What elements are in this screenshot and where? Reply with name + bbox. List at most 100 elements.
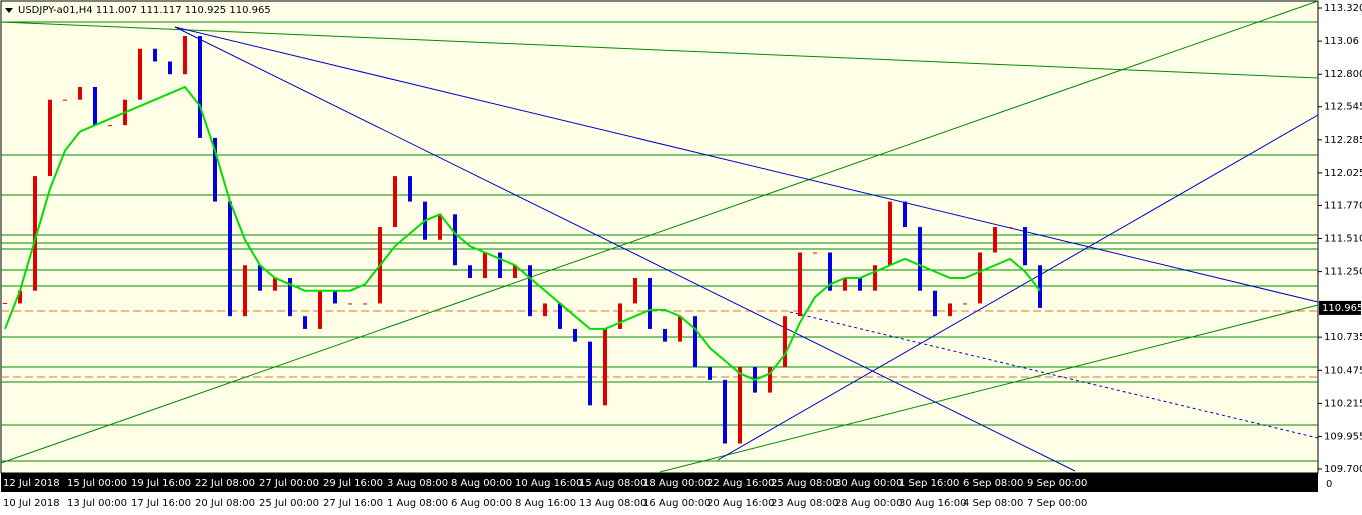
candle xyxy=(933,290,937,317)
candle xyxy=(468,265,472,278)
sub-axis-label: 0 xyxy=(1326,479,1332,490)
candle xyxy=(648,277,652,329)
x-tick-label: 20 Jul 08:00 xyxy=(195,498,255,509)
y-tick-label: 109.955 xyxy=(1324,432,1362,443)
candle xyxy=(498,252,502,278)
candle xyxy=(303,316,307,329)
candle xyxy=(243,265,247,317)
x-tick-label: 28 Aug 00:00 xyxy=(835,498,902,509)
candle xyxy=(588,341,592,406)
current-price-box xyxy=(1319,300,1361,315)
candle xyxy=(708,367,712,380)
y-tick-label: 112.025 xyxy=(1324,168,1362,179)
x-tick-label: 27 Jul 16:00 xyxy=(323,498,383,509)
candle xyxy=(798,252,802,317)
x-tick-label: 18 Aug 00:00 xyxy=(643,478,710,489)
x-tick-label: 10 Jul 2018 xyxy=(3,498,60,509)
x-tick-label: 9 Sep 00:00 xyxy=(1027,478,1087,489)
candle xyxy=(183,36,187,75)
candle xyxy=(963,303,967,305)
candle xyxy=(363,303,367,305)
data-layer xyxy=(3,36,1042,444)
candle xyxy=(1023,227,1027,266)
y-tick-label: 110.475 xyxy=(1324,365,1362,376)
y-tick-label: 111.510 xyxy=(1324,234,1362,245)
candle xyxy=(738,367,742,444)
candle xyxy=(618,303,622,329)
x-tick-label: 19 Jul 16:00 xyxy=(131,478,191,489)
header: USDJPY-a01,H4 111.007 111.117 110.925 11… xyxy=(18,5,271,16)
x-tick-label: 25 Aug 08:00 xyxy=(771,478,838,489)
x-tick-label: 13 Aug 08:00 xyxy=(579,498,646,509)
x-tick-label: 7 Sep 00:00 xyxy=(1027,498,1087,509)
candle xyxy=(213,137,217,202)
horizontal-lines xyxy=(1,21,1318,462)
candle xyxy=(348,303,352,305)
candle xyxy=(483,252,487,278)
candle xyxy=(408,176,412,202)
candle xyxy=(93,86,97,126)
x-tick-label: 10 Aug 16:00 xyxy=(515,478,582,489)
y-tick-label: 111.770 xyxy=(1324,200,1362,211)
candle xyxy=(528,265,532,317)
candle xyxy=(693,316,697,368)
candle xyxy=(168,61,172,75)
y-tick-label: 111.250 xyxy=(1324,267,1362,278)
candle xyxy=(813,252,817,254)
candle xyxy=(453,214,457,266)
x-tick-label: 30 Aug 00:00 xyxy=(835,478,902,489)
candle xyxy=(18,290,22,304)
candle xyxy=(663,328,667,342)
plot-area xyxy=(0,0,1319,474)
candle xyxy=(258,265,262,291)
trend-lines xyxy=(0,0,1319,473)
x-tick-label: 3 Aug 08:00 xyxy=(387,478,448,489)
x-tick-label: 12 Jul 2018 xyxy=(3,478,60,489)
x-tick-label: 23 Aug 08:00 xyxy=(771,498,838,509)
x-tick-label: 25 Jul 00:00 xyxy=(259,498,319,509)
x-tick-label: 8 Aug 00:00 xyxy=(451,478,512,489)
candle xyxy=(138,48,142,100)
candle xyxy=(888,201,892,266)
candle xyxy=(573,328,577,342)
current-price-label: 110.965 xyxy=(1322,303,1362,314)
x-tick-label: 13 Jul 00:00 xyxy=(67,498,127,509)
moving-average xyxy=(4,85,1041,381)
menu-arrow[interactable] xyxy=(5,8,13,13)
candle xyxy=(558,303,562,329)
y-tick-label: 110.215 xyxy=(1324,398,1362,409)
candle xyxy=(633,277,637,304)
candle xyxy=(318,290,322,329)
y-tick-label: 110.735 xyxy=(1324,332,1362,343)
candle xyxy=(858,277,862,291)
y-tick-label: 113.320 xyxy=(1324,3,1362,14)
candle xyxy=(153,48,157,62)
y-tick-label: 109.700 xyxy=(1324,464,1362,475)
x-tick-label: 8 Aug 16:00 xyxy=(515,498,576,509)
candle xyxy=(828,252,832,291)
x-tick-label: 6 Sep 08:00 xyxy=(963,478,1023,489)
y-tick-label: 113.06 xyxy=(1324,36,1359,47)
candle xyxy=(918,227,922,291)
candle xyxy=(513,265,517,278)
candle xyxy=(393,176,397,228)
candle xyxy=(78,86,82,100)
candle xyxy=(33,176,37,291)
candle xyxy=(993,227,997,253)
time-bar xyxy=(1,473,1318,492)
y-tick-label: 112.285 xyxy=(1324,135,1362,146)
candle xyxy=(198,36,202,138)
x-tick-label: 15 Jul 00:00 xyxy=(67,478,127,489)
candle xyxy=(723,379,727,444)
candle xyxy=(48,99,52,177)
x-tick-label: 15 Aug 08:00 xyxy=(579,478,646,489)
x-tick-label: 17 Jul 16:00 xyxy=(131,498,191,509)
candle xyxy=(603,328,607,406)
candle xyxy=(903,201,907,228)
candle xyxy=(438,214,442,240)
candle xyxy=(783,316,787,368)
candle xyxy=(678,316,682,342)
dashed-levels xyxy=(1,310,1318,378)
x-tick-label: 27 Jul 00:00 xyxy=(259,478,319,489)
